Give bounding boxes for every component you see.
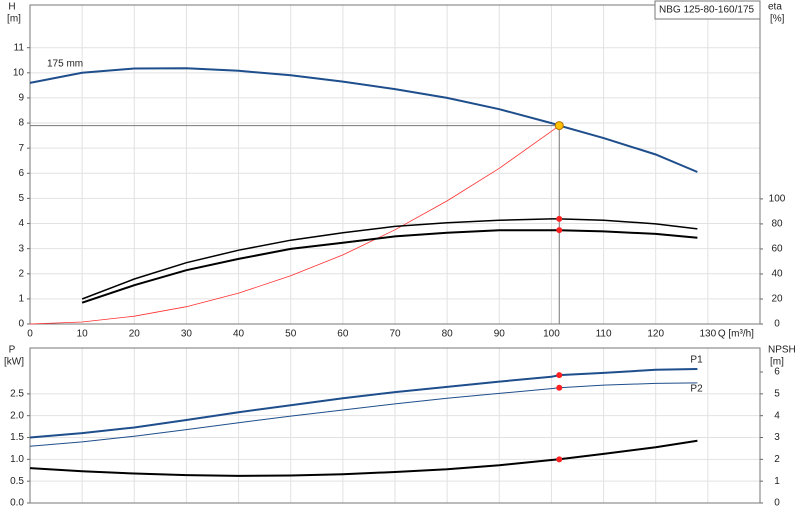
x-axis-label: Q [m³/h] bbox=[718, 329, 754, 340]
y2-axis-label: NPSH bbox=[768, 345, 796, 356]
x-tick-label: 40 bbox=[233, 329, 245, 340]
duty-point bbox=[554, 121, 564, 131]
curve-label: 175 mm bbox=[47, 59, 83, 70]
series-line bbox=[29, 382, 698, 447]
y-axis-label: H bbox=[8, 2, 15, 13]
series-line bbox=[29, 125, 560, 325]
y-tick-label: 11 bbox=[14, 42, 25, 53]
y-axis-unit: [kW] bbox=[4, 357, 24, 368]
duty-marker bbox=[556, 215, 563, 222]
y-axis-unit: [m] bbox=[7, 14, 21, 25]
x-tick-label: 120 bbox=[647, 329, 664, 340]
y2-tick-label: 20 bbox=[771, 294, 783, 305]
y2-axis-label: eta bbox=[768, 2, 782, 13]
x-tick-label: 70 bbox=[389, 329, 401, 340]
y2-tick-label: 100 bbox=[769, 194, 786, 205]
y-tick-label: 5 bbox=[18, 193, 24, 204]
y2-tick-label: 0 bbox=[774, 498, 780, 509]
y2-tick-label: 6 bbox=[774, 367, 780, 378]
y2-tick-label: 40 bbox=[771, 269, 783, 280]
x-tick-label: 10 bbox=[77, 329, 89, 340]
y2-tick-label: 4 bbox=[774, 410, 780, 421]
y-tick-label: 2 bbox=[18, 268, 24, 279]
y-tick-label: 1.5 bbox=[10, 432, 24, 443]
duty-marker bbox=[556, 384, 563, 391]
y-axis-label: P bbox=[9, 345, 16, 356]
y2-tick-label: 60 bbox=[771, 244, 783, 255]
model-label: NBG 125-80-160/175 bbox=[659, 5, 755, 16]
y-tick-label: 0.5 bbox=[10, 476, 24, 487]
y-tick-label: 1 bbox=[18, 294, 24, 305]
y2-tick-label: 5 bbox=[774, 388, 780, 399]
x-tick-label: 80 bbox=[442, 329, 454, 340]
plot-frame bbox=[29, 4, 761, 325]
x-tick-label: 30 bbox=[181, 329, 193, 340]
y2-tick-label: 1 bbox=[774, 476, 780, 487]
y-tick-label: 8 bbox=[18, 118, 24, 129]
series-line bbox=[81, 229, 698, 304]
y-tick-label: 7 bbox=[18, 143, 24, 154]
x-tick-label: 90 bbox=[494, 329, 506, 340]
x-tick-label: 0 bbox=[27, 329, 33, 340]
y2-tick-label: 2 bbox=[774, 454, 780, 465]
duty-marker bbox=[556, 372, 563, 379]
curve-label: P1 bbox=[690, 355, 703, 366]
x-tick-label: 130 bbox=[700, 329, 717, 340]
duty-marker bbox=[556, 227, 563, 234]
y2-axis-unit: [m] bbox=[770, 357, 784, 368]
y-tick-label: 6 bbox=[18, 168, 24, 179]
y-tick-label: 4 bbox=[18, 218, 24, 229]
y-tick-label: 1.0 bbox=[10, 454, 24, 465]
x-tick-label: 60 bbox=[337, 329, 349, 340]
model-box bbox=[654, 0, 761, 20]
y-tick-label: 10 bbox=[13, 67, 25, 78]
y-tick-label: 0.0 bbox=[10, 498, 24, 509]
y-tick-label: 0 bbox=[18, 319, 24, 330]
duty-marker bbox=[556, 456, 563, 463]
x-tick-label: 20 bbox=[129, 329, 141, 340]
y-tick-label: 9 bbox=[18, 93, 24, 104]
y2-axis-unit: [%] bbox=[770, 14, 785, 25]
y2-tick-label: 80 bbox=[771, 219, 783, 230]
curve-label: P2 bbox=[690, 384, 703, 395]
y-tick-label: 2.0 bbox=[10, 410, 24, 421]
y-tick-label: 2.5 bbox=[10, 388, 24, 399]
plot-frame bbox=[29, 347, 761, 504]
x-tick-label: 100 bbox=[543, 329, 560, 340]
series-line bbox=[29, 439, 698, 477]
series-line bbox=[29, 368, 698, 439]
x-tick-label: 110 bbox=[596, 329, 612, 340]
series-line bbox=[29, 67, 698, 173]
y2-tick-label: 3 bbox=[774, 432, 780, 443]
y2-tick-label: 0 bbox=[774, 319, 780, 330]
series-line bbox=[81, 218, 698, 300]
x-tick-label: 50 bbox=[285, 329, 297, 340]
y-tick-label: 3 bbox=[18, 243, 24, 254]
